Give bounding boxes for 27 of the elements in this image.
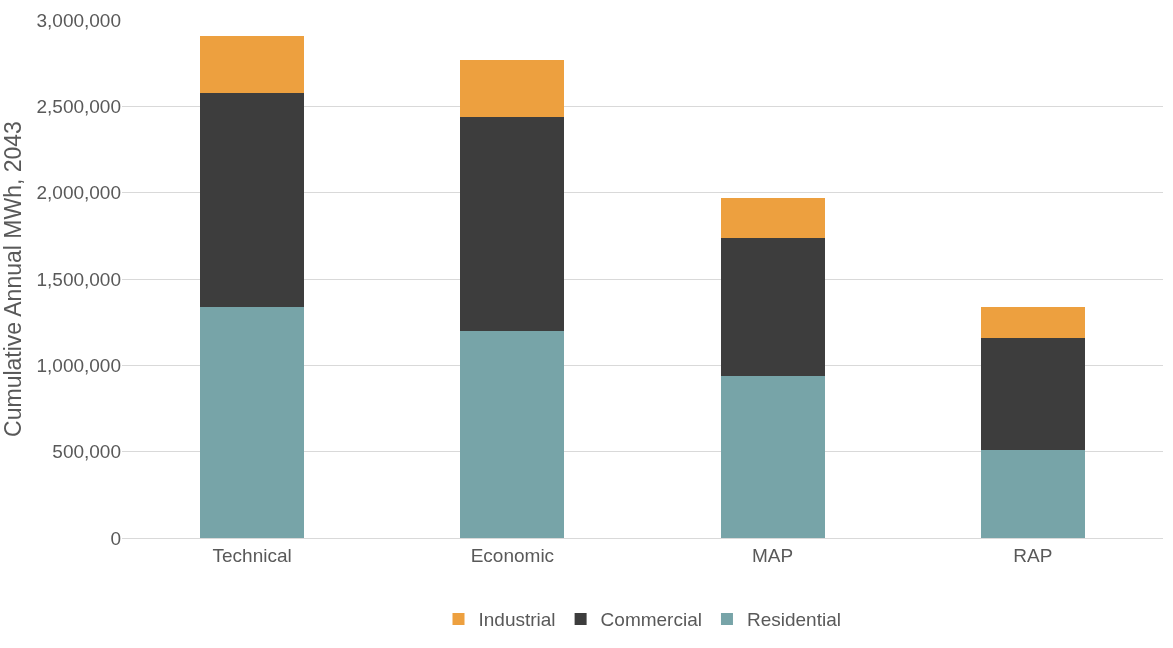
x-tick-label: Technical bbox=[212, 544, 292, 566]
bar bbox=[460, 59, 565, 117]
bar bbox=[200, 35, 305, 93]
bar bbox=[980, 337, 1085, 450]
legend-label: Residential bbox=[746, 609, 841, 631]
y-tick-label: 1,000,000 bbox=[36, 354, 121, 376]
y-tick-label: 2,000,000 bbox=[36, 182, 121, 204]
bar bbox=[460, 116, 565, 331]
bar bbox=[720, 237, 825, 376]
y-axis-title: Cumulative Annual MWh, 2043 bbox=[0, 121, 26, 437]
y-tick-label: 500,000 bbox=[52, 441, 121, 463]
legend-label: Industrial bbox=[478, 609, 556, 631]
legend-label: Commercial bbox=[600, 609, 702, 631]
y-tick-label: 3,000,000 bbox=[36, 9, 121, 31]
bar bbox=[200, 92, 305, 307]
y-tick-label: 0 bbox=[110, 527, 121, 549]
bar bbox=[980, 306, 1085, 338]
x-tick-label: Economic bbox=[470, 544, 555, 566]
bar bbox=[720, 375, 825, 538]
y-tick-label: 1,500,000 bbox=[36, 268, 121, 290]
bar bbox=[720, 197, 825, 238]
bar bbox=[980, 449, 1085, 538]
bar bbox=[460, 330, 565, 538]
y-tick-label: 2,500,000 bbox=[36, 95, 121, 117]
x-tick-label: MAP bbox=[752, 544, 794, 566]
bar bbox=[200, 306, 305, 538]
x-tick-label: RAP bbox=[1013, 544, 1053, 566]
